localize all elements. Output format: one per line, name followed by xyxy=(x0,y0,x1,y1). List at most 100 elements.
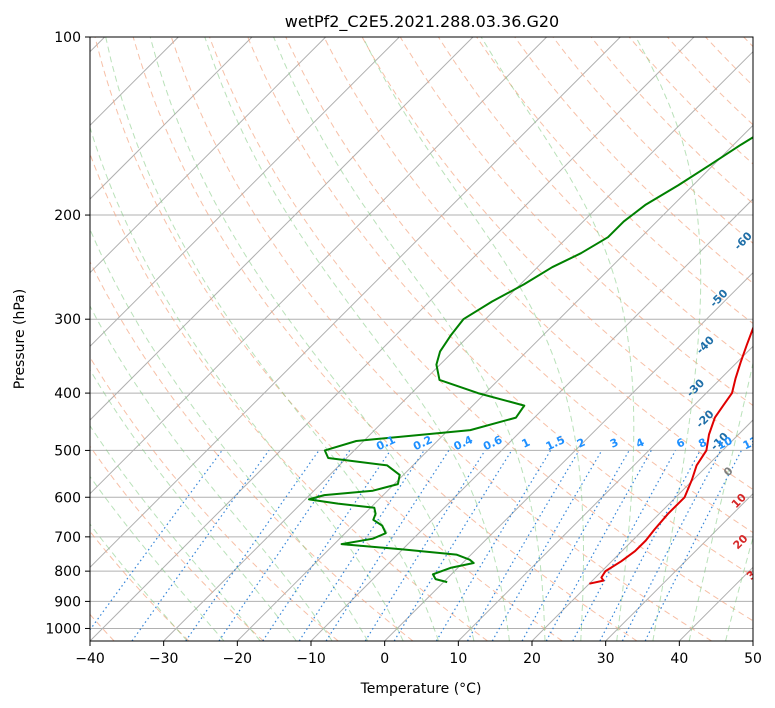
y-tick-label: 700 xyxy=(54,530,81,546)
dry-adiabat-label: -70 xyxy=(756,175,775,198)
mixing-ratio-line xyxy=(491,450,603,641)
dry-adiabat xyxy=(90,445,264,641)
isotherm-gridline xyxy=(90,37,327,274)
mixing-ratio-line xyxy=(364,450,486,641)
y-tick-label: 500 xyxy=(54,443,81,459)
isotherm-gridline xyxy=(163,50,753,641)
dry-adiabat xyxy=(667,37,753,126)
x-tick-label: −40 xyxy=(75,651,105,667)
dry-adiabat xyxy=(437,37,753,365)
moist-adiabat xyxy=(90,424,261,641)
grid-layer xyxy=(90,37,753,641)
isotherm-gridline xyxy=(90,37,695,641)
mixing-ratio-label: 3 xyxy=(608,436,620,451)
moist-adiabat-label: 20 xyxy=(731,532,751,552)
moist-adiabat xyxy=(362,37,584,641)
mixing-ratio-label: 13 xyxy=(741,434,760,452)
mixing-ratio-line xyxy=(90,450,223,631)
moist-adiabat xyxy=(90,523,188,641)
moist-adiabat xyxy=(688,360,753,641)
y-tick-label: 900 xyxy=(54,594,81,610)
dry-adiabat xyxy=(170,37,712,641)
dry-adiabat-label: -30 xyxy=(684,376,707,399)
dry-adiabat xyxy=(552,37,753,244)
mixing-ratio-line xyxy=(545,450,652,641)
moist-adiabat xyxy=(204,37,510,641)
moist-adiabat xyxy=(90,305,333,641)
series-layer xyxy=(308,136,753,585)
x-tick-label: 30 xyxy=(597,651,615,667)
ticks-layer: −40 −30 −20 −10 0 10 20 30 40 50 100 200 300 400 500 60… xyxy=(45,30,762,667)
isotherm-gridline xyxy=(90,37,548,495)
y-axis-title: Pressure (hPa) xyxy=(12,289,28,389)
y-tick-label: 200 xyxy=(54,208,81,224)
mixing-ratio-line xyxy=(435,450,552,641)
dry-adiabat xyxy=(132,37,638,641)
dry-adiabat xyxy=(90,530,190,641)
mixing-ratio-label: 10 xyxy=(715,434,735,452)
isotherm-gridline xyxy=(531,419,753,641)
mixing-ratio-line xyxy=(521,450,630,641)
y-tick-label: 400 xyxy=(54,386,81,402)
isotherm-gridline xyxy=(90,37,621,569)
moist-adiabat xyxy=(273,37,546,641)
dry-adiabat-label: -20 xyxy=(693,407,716,430)
x-tick-label: 10 xyxy=(449,651,467,667)
moist-adiabat xyxy=(90,368,297,641)
x-axis-title: Temperature (°C) xyxy=(360,681,482,697)
mixing-ratio-line xyxy=(466,450,580,641)
mixing-ratio-line xyxy=(393,450,513,641)
dry-adiabat xyxy=(590,37,753,205)
dry-adiabat xyxy=(514,37,753,284)
mixing-ratio-label: 1 xyxy=(520,436,532,451)
mixing-ratio-label: 16 xyxy=(767,434,775,452)
mixing-ratio-line xyxy=(572,450,677,641)
x-tick-label: −10 xyxy=(296,651,326,667)
x-tick-label: 40 xyxy=(670,651,688,667)
annotation-layer: -100-90-80-70-60-50-40-30-20-10010203040… xyxy=(374,175,775,613)
x-tick-label: 20 xyxy=(523,651,541,667)
moist-adiabat-label: 40 xyxy=(758,593,775,613)
dry-adiabat xyxy=(247,37,753,577)
x-tick-label: −20 xyxy=(223,651,253,667)
x-tick-label: 0 xyxy=(380,651,389,667)
mixing-ratio-line xyxy=(599,450,701,641)
moist-adiabat xyxy=(90,475,225,641)
isotherm-gridline xyxy=(457,345,753,641)
dry-adiabat xyxy=(209,37,753,622)
isotherm-gridline xyxy=(752,640,753,641)
dry-adiabat xyxy=(361,37,753,448)
dewpoint-profile xyxy=(308,136,753,584)
dry-adiabat xyxy=(476,37,753,325)
dry-adiabat xyxy=(90,356,339,641)
dry-adiabat xyxy=(90,260,414,641)
plot-frame xyxy=(89,36,754,642)
moist-adiabat-label: 10 xyxy=(729,491,749,511)
y-tick-label: 300 xyxy=(54,312,81,328)
mixing-ratio-line xyxy=(218,450,351,641)
mixing-ratio-label: 4 xyxy=(634,436,647,451)
isotherm-gridline xyxy=(605,492,753,641)
moist-adiabat xyxy=(105,37,439,641)
moist-adiabat-label: 30 xyxy=(744,562,764,582)
moist-adiabat xyxy=(90,125,404,641)
isotherm-gridline xyxy=(90,37,400,348)
moist-adiabat xyxy=(635,37,702,641)
y-tick-label: 100 xyxy=(54,30,81,46)
isotherm-gridline xyxy=(236,124,753,641)
dry-adiabat xyxy=(399,37,753,407)
isotherm-gridline xyxy=(678,566,753,641)
dry-adiabat xyxy=(628,37,753,165)
x-tick-label: −30 xyxy=(149,651,179,667)
chart-title: wetPf2_C2E5.2021.288.03.36.G20 xyxy=(285,12,559,32)
mixing-ratio-line xyxy=(131,450,270,641)
x-tick-label: 50 xyxy=(744,651,762,667)
temperature-profile xyxy=(589,325,753,585)
moist-adiabat xyxy=(149,37,475,641)
dry-adiabat xyxy=(323,37,753,491)
dry-adiabat xyxy=(94,37,563,641)
moist-adiabat xyxy=(480,37,635,641)
y-tick-label: 800 xyxy=(54,564,81,580)
dry-adiabat-label: -60 xyxy=(732,229,755,252)
